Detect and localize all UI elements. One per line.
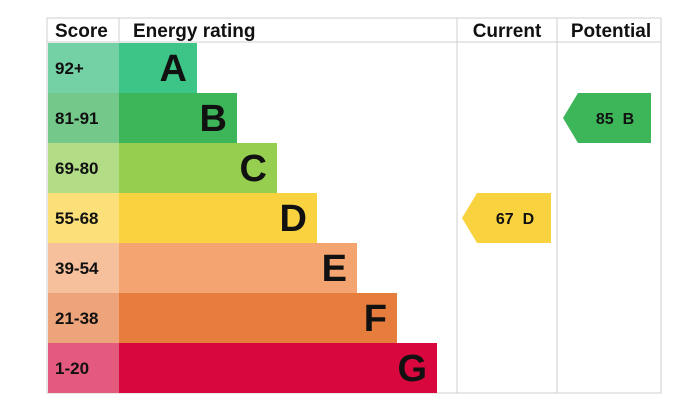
rating-bands: 92+ A 81-91 B 69-80 C 55-68 D 39-54 E 21-38 F 1-20 G — [48, 43, 437, 393]
energy-rating-header: Energy rating — [133, 21, 255, 42]
rating-bar-f — [119, 293, 397, 343]
score-cell-b — [48, 93, 119, 143]
score-range-label: 39-54 — [55, 259, 99, 278]
rating-bar-g — [119, 343, 437, 393]
score-cell-d — [48, 193, 119, 243]
current-rating-label: 67 D — [496, 211, 534, 228]
rating-letter: F — [364, 298, 387, 340]
rating-bar-e — [119, 243, 357, 293]
rating-letter: A — [160, 48, 187, 90]
potential-header: Potential — [571, 21, 651, 42]
rating-letter: G — [397, 348, 427, 390]
rating-bar-a — [119, 43, 197, 93]
current-header: Current — [473, 21, 542, 42]
rating-bar-d — [119, 193, 317, 243]
rating-letter: E — [322, 248, 347, 290]
score-cell-f — [48, 293, 119, 343]
rating-letter: B — [200, 98, 227, 140]
potential-rating-arrow: 85 B — [563, 93, 651, 143]
potential-arrow-shape — [563, 93, 651, 143]
score-range-label: 92+ — [55, 59, 84, 78]
score-cell-e — [48, 243, 119, 293]
current-rating-arrow: 67 D — [462, 193, 551, 243]
rating-bar-b — [119, 93, 237, 143]
score-range-label: 69-80 — [55, 159, 98, 178]
score-cell-g — [48, 343, 119, 393]
score-range-label: 21-38 — [55, 309, 98, 328]
rating-letter: D — [280, 198, 307, 240]
score-range-label: 81-91 — [55, 109, 98, 128]
score-range-label: 55-68 — [55, 209, 98, 228]
score-cell-c — [48, 143, 119, 193]
rating-letter: C — [240, 148, 267, 190]
score-range-label: 1-20 — [55, 359, 89, 378]
score-cell-a — [48, 43, 119, 93]
potential-rating-label: 85 B — [596, 111, 634, 128]
rating-bar-c — [119, 143, 277, 193]
score-header: Score — [55, 21, 108, 42]
current-arrow-shape — [462, 193, 551, 243]
